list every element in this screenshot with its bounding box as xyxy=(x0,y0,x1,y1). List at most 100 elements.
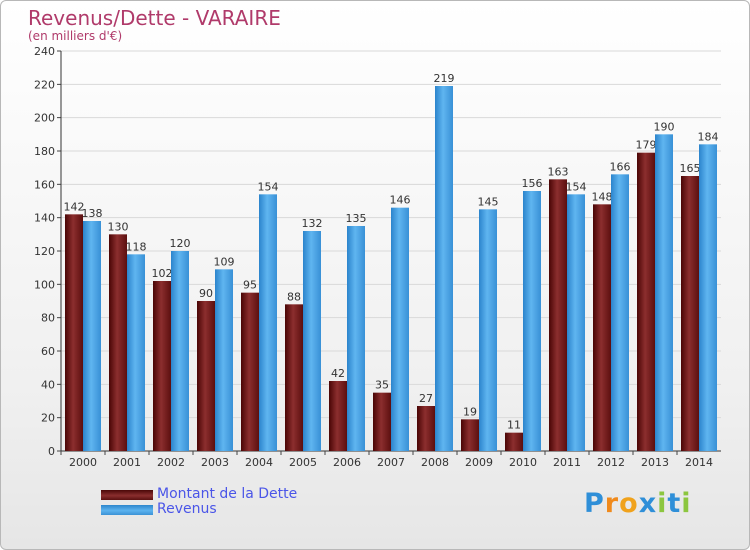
x-tick-label: 2007 xyxy=(377,456,405,469)
logo-letter: r xyxy=(604,488,620,519)
logo-letter: i xyxy=(681,488,692,519)
data-label-revenus: 219 xyxy=(434,72,455,85)
logo-letter: x xyxy=(638,488,658,519)
legend-label-revenus: Revenus xyxy=(157,501,217,517)
y-tick-label: 220 xyxy=(34,78,55,91)
bar-revenus xyxy=(391,207,409,451)
x-tick-label: 2009 xyxy=(465,456,493,469)
data-label-dette: 95 xyxy=(243,279,257,292)
data-label-dette: 90 xyxy=(199,287,213,300)
y-tick-label: 120 xyxy=(34,245,55,258)
y-tick-label: 200 xyxy=(34,112,55,125)
logo-letter: P xyxy=(584,488,605,519)
data-label-dette: 130 xyxy=(108,220,129,233)
data-label-dette: 102 xyxy=(152,267,173,280)
data-label-revenus: 145 xyxy=(478,195,499,208)
x-tick-label: 2003 xyxy=(201,456,229,469)
bar-dette xyxy=(373,392,391,451)
bar-dette xyxy=(109,234,127,451)
bar-revenus xyxy=(479,209,497,451)
data-label-dette: 88 xyxy=(287,290,301,303)
bar-dette xyxy=(637,152,655,451)
bar-dette xyxy=(505,432,523,451)
proxiti-logo: Proxiti xyxy=(584,488,692,519)
bar-dette xyxy=(593,204,611,451)
x-tick-label: 2014 xyxy=(685,456,713,469)
data-label-dette: 42 xyxy=(331,367,345,380)
data-label-revenus: 146 xyxy=(390,194,411,207)
bar-revenus xyxy=(83,221,101,451)
bar-dette xyxy=(153,281,171,451)
bar-revenus xyxy=(699,144,717,452)
data-label-revenus: 118 xyxy=(126,240,147,253)
data-label-revenus: 138 xyxy=(82,207,103,220)
bar-revenus xyxy=(523,191,541,451)
bar-revenus xyxy=(259,194,277,452)
bar-revenus xyxy=(611,174,629,452)
data-label-dette: 148 xyxy=(592,190,613,203)
data-label-revenus: 135 xyxy=(346,212,367,225)
data-label-dette: 142 xyxy=(64,200,85,213)
logo-letter: i xyxy=(657,488,668,519)
x-tick-label: 2010 xyxy=(509,456,537,469)
y-tick-label: 40 xyxy=(41,378,55,391)
y-tick-label: 160 xyxy=(34,178,55,191)
x-tick-label: 2005 xyxy=(289,456,317,469)
data-label-dette: 179 xyxy=(636,139,657,152)
legend-swatch-revenus xyxy=(101,505,153,515)
data-label-revenus: 190 xyxy=(654,120,675,133)
bar-revenus xyxy=(655,134,673,452)
chart-title: Revenus/Dette - VARAIRE xyxy=(28,6,281,30)
y-tick-label: 240 xyxy=(34,45,55,58)
data-label-dette: 35 xyxy=(375,379,389,392)
x-tick-label: 2013 xyxy=(641,456,669,469)
y-tick-label: 60 xyxy=(41,345,55,358)
data-label-dette: 163 xyxy=(548,165,569,178)
data-label-revenus: 166 xyxy=(610,160,631,173)
bar-dette xyxy=(549,179,567,452)
bar-revenus xyxy=(347,226,365,451)
data-label-dette: 19 xyxy=(463,405,477,418)
bar-revenus xyxy=(435,86,453,451)
bar-dette xyxy=(65,214,83,451)
y-tick-label: 100 xyxy=(34,278,55,291)
bar-revenus xyxy=(215,269,233,451)
bar-dette xyxy=(681,176,699,451)
x-tick-label: 2002 xyxy=(157,456,185,469)
bar-revenus xyxy=(303,231,321,451)
legend-swatch-dette xyxy=(101,490,153,500)
legend-label-dette: Montant de la Dette xyxy=(157,486,298,502)
data-label-dette: 11 xyxy=(507,419,521,432)
data-label-dette: 27 xyxy=(419,392,433,405)
data-label-revenus: 120 xyxy=(170,237,191,250)
bar-dette xyxy=(329,381,347,451)
y-tick-label: 80 xyxy=(41,312,55,325)
logo-letter: o xyxy=(619,488,639,519)
y-tick-label: 20 xyxy=(41,412,55,425)
x-tick-label: 2001 xyxy=(113,456,141,469)
data-label-revenus: 109 xyxy=(214,255,235,268)
y-tick-label: 0 xyxy=(48,445,55,458)
data-label-revenus: 132 xyxy=(302,217,323,230)
x-tick-label: 2000 xyxy=(69,456,97,469)
x-tick-label: 2012 xyxy=(597,456,625,469)
bar-dette xyxy=(285,304,303,451)
data-label-dette: 165 xyxy=(680,162,701,175)
x-tick-label: 2011 xyxy=(553,456,581,469)
data-label-revenus: 154 xyxy=(258,180,279,193)
chart-subtitle: (en milliers d'€) xyxy=(28,29,123,43)
data-label-revenus: 154 xyxy=(566,180,587,193)
bar-dette xyxy=(461,419,479,451)
logo-letter: t xyxy=(667,488,682,519)
data-label-revenus: 184 xyxy=(698,130,719,143)
bar-dette xyxy=(417,406,435,451)
bar-revenus xyxy=(171,251,189,451)
x-tick-label: 2006 xyxy=(333,456,361,469)
bar-dette xyxy=(241,292,259,451)
y-tick-label: 140 xyxy=(34,212,55,225)
data-label-revenus: 156 xyxy=(522,177,543,190)
bar-dette xyxy=(197,301,215,451)
y-tick-label: 180 xyxy=(34,145,55,158)
